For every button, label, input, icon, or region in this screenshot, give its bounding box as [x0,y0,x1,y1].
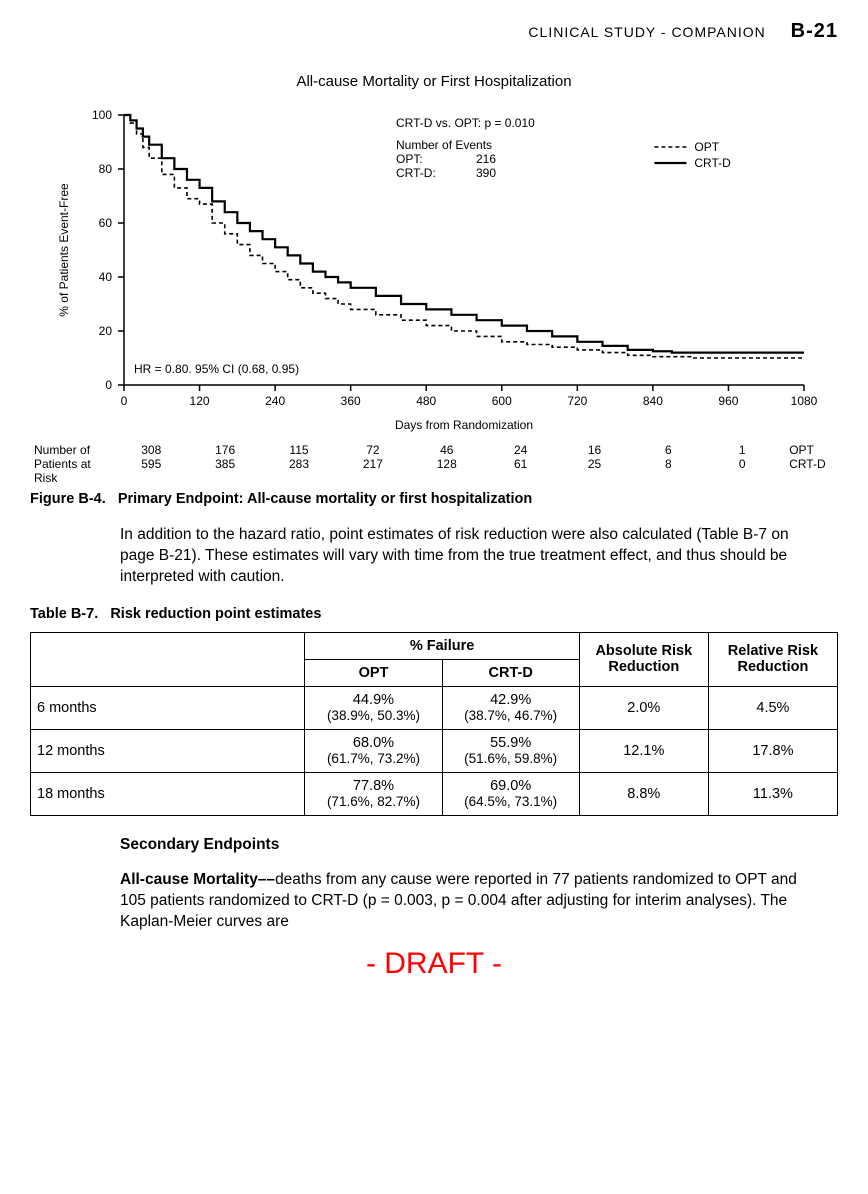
cell-rel: 4.5% [708,686,837,729]
cell-rel: 11.3% [708,772,837,815]
svg-text:CRT-D: CRT-D [694,156,731,170]
survival-chart: 0 20 40 60 80 100 0 120 240 360 480 600 720 840 960 108… [44,105,824,435]
svg-text:80: 80 [99,162,113,176]
cell-crtd: 55.9%(51.6%, 59.8%) [442,729,579,772]
svg-text:Number of Events: Number of Events [396,138,492,152]
cell-opt: 77.8%(71.6%, 82.7%) [305,772,442,815]
row-label: 6 months [31,686,305,729]
cell-abs: 12.1% [579,729,708,772]
risk-value: 308 [114,443,188,457]
subcol-crtd: CRT-D [442,659,579,686]
risk-value: 385 [188,457,262,471]
risk-value: 595 [114,457,188,471]
table-caption: Table B-7. Risk reduction point estimate… [30,606,838,622]
table-number: Table B-7. [30,606,98,622]
row-label: 12 months [31,729,305,772]
chart-title: All-cause Mortality or First Hospitaliza… [30,73,838,90]
svg-text:360: 360 [341,394,361,408]
blank-header [31,632,305,686]
table-caption-text: Risk reduction point estimates [110,606,321,622]
risk-value: 25 [558,457,632,471]
risk-series-label: OPT [779,443,838,457]
risk-value: 128 [410,457,484,471]
svg-text:0: 0 [105,378,112,392]
col-absolute: Absolute Risk Reduction [579,632,708,686]
svg-text:1080: 1080 [791,394,818,408]
table-row: 18 months77.8%(71.6%, 82.7%)69.0%(64.5%,… [31,772,838,815]
figure-number: Figure B-4. [30,491,106,507]
risk-value: 283 [262,457,336,471]
svg-text:40: 40 [99,270,113,284]
svg-text:0: 0 [121,394,128,408]
cell-abs: 2.0% [579,686,708,729]
risk-reduction-table: % FailureAbsolute Risk ReductionRelative… [30,632,838,816]
table-row: 6 months44.9%(38.9%, 50.3%)42.9%(38.7%, … [31,686,838,729]
svg-text:% of Patients Event-Free: % of Patients Event-Free [57,183,71,317]
risk-value: 46 [410,443,484,457]
svg-text:840: 840 [643,394,663,408]
svg-text:480: 480 [416,394,436,408]
risk-value: 61 [484,457,558,471]
risk-value: 8 [631,457,705,471]
risk-value: 217 [336,457,410,471]
svg-text:OPT:: OPT: [396,152,423,166]
risk-label: Patients at Risk [30,457,114,485]
risk-value: 16 [558,443,632,457]
paragraph-all-cause-mortality: All-cause Mortality––deaths from any cau… [120,870,820,933]
risk-value: 176 [188,443,262,457]
row-label: 18 months [31,772,305,815]
svg-text:CRT-D:: CRT-D: [396,166,436,180]
svg-text:240: 240 [265,394,285,408]
secondary-endpoints-heading: Secondary Endpoints [120,836,838,854]
svg-text:Days from Randomization: Days from Randomization [395,418,533,432]
svg-text:720: 720 [567,394,587,408]
risk-label: Number of [30,443,114,457]
cell-rel: 17.8% [708,729,837,772]
svg-text:390: 390 [476,166,496,180]
subcol-opt: OPT [305,659,442,686]
header-section: CLINICAL STUDY - COMPANION [528,24,765,40]
risk-value: 24 [484,443,558,457]
page: CLINICAL STUDY - COMPANION B-21 All-caus… [0,0,868,981]
header-page-number: B-21 [791,20,838,42]
svg-text:600: 600 [492,394,512,408]
figure-caption-text: Primary Endpoint: All-cause mortality or… [118,491,532,507]
cell-abs: 8.8% [579,772,708,815]
all-cause-runin: All-cause Mortality–– [120,871,275,888]
svg-text:960: 960 [718,394,738,408]
svg-text:100: 100 [92,108,112,122]
table-row: 12 months68.0%(61.7%, 73.2%)55.9%(51.6%,… [31,729,838,772]
risk-value: 1 [705,443,779,457]
patients-at-risk-table: Number of3081761157246241661OPTPatients … [30,443,838,485]
paragraph-hazard-ratio: In addition to the hazard ratio, point e… [120,525,820,588]
col-failure: % Failure [305,632,579,659]
cell-crtd: 69.0%(64.5%, 73.1%) [442,772,579,815]
svg-text:120: 120 [190,394,210,408]
cell-opt: 68.0%(61.7%, 73.2%) [305,729,442,772]
draft-watermark: - DRAFT - [30,947,838,981]
cell-crtd: 42.9%(38.7%, 46.7%) [442,686,579,729]
svg-text:216: 216 [476,152,496,166]
page-header: CLINICAL STUDY - COMPANION B-21 [30,20,838,43]
svg-text:60: 60 [99,216,113,230]
chart-svg: 0 20 40 60 80 100 0 120 240 360 480 600 720 840 960 108… [44,105,824,435]
risk-series-label: CRT-D [779,457,838,471]
risk-value: 6 [631,443,705,457]
svg-text:HR = 0.80. 95% CI (0.68, 0.95): HR = 0.80. 95% CI (0.68, 0.95) [134,362,299,376]
svg-text:20: 20 [99,324,113,338]
risk-value: 72 [336,443,410,457]
risk-value: 115 [262,443,336,457]
svg-text:CRT-D vs. OPT: p = 0.010: CRT-D vs. OPT: p = 0.010 [396,116,535,130]
svg-text:OPT: OPT [694,140,719,154]
risk-value: 0 [705,457,779,471]
cell-opt: 44.9%(38.9%, 50.3%) [305,686,442,729]
figure-caption: Figure B-4. Primary Endpoint: All-cause … [30,491,838,507]
col-relative: Relative Risk Reduction [708,632,837,686]
